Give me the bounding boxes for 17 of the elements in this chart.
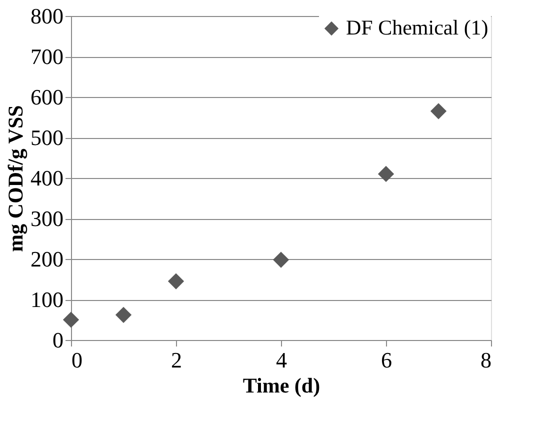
x-tick-label: 0 <box>72 348 82 372</box>
y-tick-label: 0 <box>52 328 64 352</box>
y-tick-label: 200 <box>30 246 64 272</box>
y-tick-label: 400 <box>30 166 64 190</box>
y-tick-label: 600 <box>30 84 64 110</box>
y-tick-label: 100 <box>30 287 64 312</box>
x-tick-label: 8 <box>480 348 492 372</box>
y-tick-label: 300 <box>30 206 64 231</box>
x-tick-label: 2 <box>171 348 182 372</box>
x-tick-label: 6 <box>381 348 392 372</box>
legend-label: DF Chemical (1) <box>346 16 488 40</box>
x-axis-title: Time (d) <box>242 374 320 398</box>
y-tick-label: 500 <box>30 125 64 150</box>
x-tick-label: 4 <box>276 348 287 372</box>
y-tick-label: 800 <box>30 4 64 28</box>
y-tick-label: 700 <box>30 44 64 69</box>
y-axis-title: mg CODf/g VSS <box>4 105 28 252</box>
